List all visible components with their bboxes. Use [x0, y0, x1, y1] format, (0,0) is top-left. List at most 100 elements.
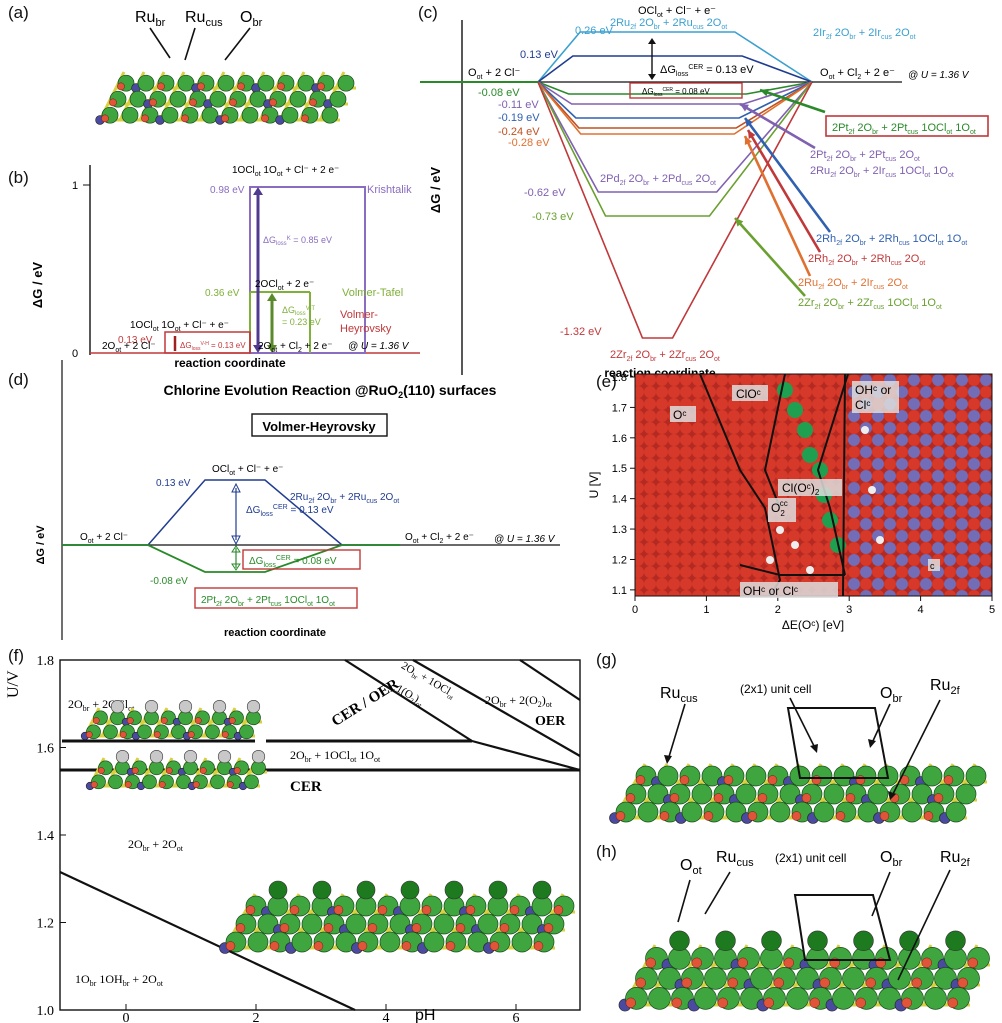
e-surface-atom [656, 398, 668, 410]
e-ytick: 1.7 [612, 402, 627, 414]
e-surface-atom [680, 566, 692, 578]
e-surface-atom [680, 482, 692, 494]
e-surface-atom [968, 554, 980, 566]
o-atom [691, 783, 713, 805]
adsorbate-atom [532, 880, 552, 900]
adsorbate-atom [444, 880, 464, 900]
e-surface-atom [680, 494, 692, 506]
e-surface-atom [884, 590, 896, 596]
ru-cus-atom [235, 923, 246, 933]
e-xtick: 4 [918, 604, 924, 616]
e-surface-atom [728, 470, 740, 482]
h-o-br: Obr [880, 849, 903, 869]
e-surface-atom [944, 398, 956, 410]
e-surface-atom [680, 446, 692, 458]
e-region-c: c [930, 561, 935, 571]
c-em073: -0.73 eV [532, 211, 574, 223]
e-surface-atom [896, 458, 908, 470]
e-surface-atom [968, 566, 980, 578]
e-surface-atom [932, 530, 944, 542]
adsorbate-atom [400, 880, 420, 900]
c-energy-path [537, 81, 813, 129]
e-h-atom [868, 486, 876, 494]
e-ytick: 1.8 [612, 372, 627, 384]
e-surface-atom [896, 446, 908, 458]
e-surface-atom [656, 386, 668, 398]
e-surface-atom [656, 590, 668, 596]
e-surface-atom [848, 590, 860, 596]
e-surface-atom [968, 542, 980, 554]
e-h-atom [876, 536, 884, 544]
o-atom [171, 724, 186, 740]
ru-cus-atom [157, 82, 165, 91]
e-surface-atom [800, 410, 812, 422]
ru-cus-atom [309, 98, 317, 107]
e-surface-atom [776, 458, 788, 470]
adsorbate-atom [149, 749, 164, 764]
e-surface-atom [908, 422, 920, 434]
adsorbate-atom [853, 930, 874, 952]
e-surface-atom [740, 434, 752, 446]
e-surface-atom [692, 542, 704, 554]
ru-cus-atom [901, 997, 912, 1009]
ru-cus-atom [855, 775, 866, 785]
c-lab-ru-ir: 2Ru2f 2Obr + 2Ircus 1OClot 1Oot [810, 165, 954, 179]
e-surface-atom [908, 494, 920, 506]
ru-cus-atom [835, 811, 846, 821]
e-surface-atom [740, 506, 752, 518]
e-surface-atom [635, 530, 644, 542]
panel-c-label: (c) [418, 3, 438, 22]
e-ytick: 1.2 [612, 554, 627, 566]
e-surface-atom [692, 554, 704, 566]
ru-cus-atom [226, 781, 234, 789]
e-surface-atom [932, 374, 944, 386]
e-surface-atom [776, 410, 788, 422]
ru-cus-atom [192, 781, 200, 789]
e-surface-atom [944, 386, 956, 398]
c-arrowhead [748, 130, 756, 139]
b-vt-val: = 0.23 eV [282, 317, 321, 327]
o-atom [924, 987, 947, 1010]
e-surface-atom [644, 482, 656, 494]
e-xtick: 2 [775, 604, 781, 616]
e-surface-atom [944, 458, 956, 470]
o-atom [389, 913, 411, 935]
e-surface-atom [836, 506, 848, 518]
o-atom [477, 913, 499, 935]
ru-cus-atom [269, 941, 280, 951]
e-surface-atom [716, 566, 728, 578]
e-surface-atom [716, 446, 728, 458]
e-surface-atom [980, 506, 992, 518]
e-surface-atom [788, 554, 800, 566]
e-surface-atom [764, 434, 776, 446]
e-surface-atom [680, 542, 692, 554]
e-surface-atom [956, 566, 968, 578]
e-surface-atom [932, 482, 944, 494]
adsorbate-atom [945, 930, 966, 952]
o-atom [786, 987, 809, 1010]
panel-h-structure: Oot Rucus (2x1) unit cell Obr Ru2f [618, 849, 990, 1012]
ru-cus-atom [411, 923, 422, 933]
e-surface-atom [692, 506, 704, 518]
e-surface-atom [692, 494, 704, 506]
e-surface-atom [644, 590, 656, 596]
e-surface-atom [740, 494, 752, 506]
e-surface-atom [740, 446, 752, 458]
e-surface-atom [644, 458, 656, 470]
c-em019: -0.19 eV [498, 112, 540, 124]
e-surface-atom [896, 506, 908, 518]
ru-cus-atom [237, 82, 245, 91]
e-surface-atom [980, 398, 992, 410]
ru-cus-atom [783, 957, 794, 969]
e-surface-atom [860, 590, 872, 596]
e-surface-atom [728, 374, 740, 386]
o-atom [142, 774, 157, 790]
e-surface-atom [944, 410, 956, 422]
c-pointer-arrow [746, 129, 822, 253]
e-surface-atom [980, 410, 992, 422]
ru-cus-atom [455, 923, 466, 933]
e-surface-atom [656, 458, 668, 470]
e-surface-atom [860, 566, 872, 578]
e-surface-atom [656, 554, 668, 566]
c-pointer-arrow [734, 217, 806, 297]
